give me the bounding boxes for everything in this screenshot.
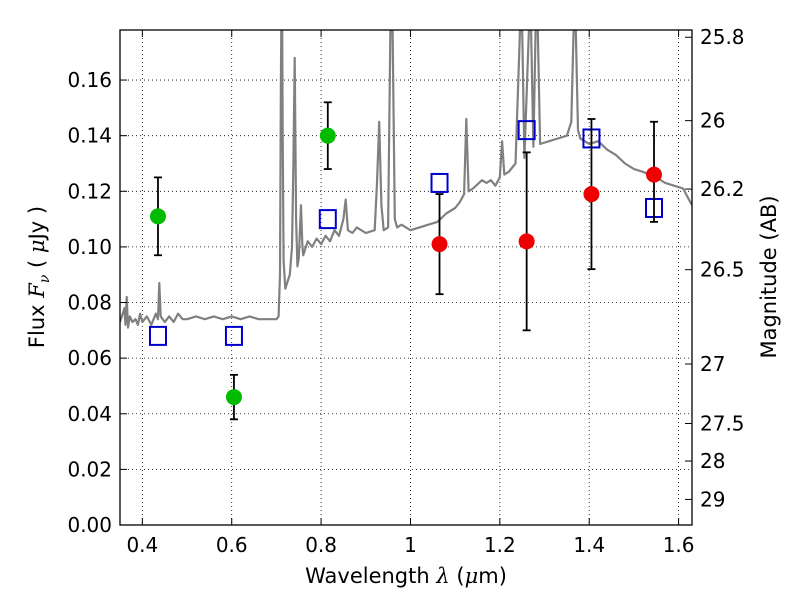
model-square-marker <box>517 120 536 141</box>
y-tick-label: 0.04 <box>67 402 112 426</box>
y2-tick-label: 29 <box>700 487 725 511</box>
data-point <box>431 236 448 253</box>
y-tick-label: 0.14 <box>67 124 112 148</box>
y2-tick-label: 26 <box>700 109 725 133</box>
grid-lines <box>120 30 692 525</box>
y2-tick-label: 25.8 <box>700 25 745 49</box>
y-axis-label: Flux Fν ( μJy ) <box>25 206 53 348</box>
y2-tick-label: 28 <box>700 449 725 473</box>
y-tick-label: 0.02 <box>67 457 112 481</box>
axis-ticks: 0.4 0.6 0.8 1 1.2 1.4 1.6 0.00 0.02 0.04 0.06 0.08 0… <box>67 25 744 557</box>
x-tick-label: 0.6 <box>216 533 248 557</box>
y-tick-label: 0.10 <box>67 235 112 259</box>
y-tick-label: 0.12 <box>67 179 112 203</box>
x-tick-label: 1.6 <box>663 533 695 557</box>
y2-tick-label: 26.5 <box>700 258 745 282</box>
data-point <box>583 186 600 203</box>
y-tick-label: 0.00 <box>67 513 112 537</box>
x-tick-label: 1.4 <box>573 533 605 557</box>
y2-tick-label: 27.5 <box>700 411 745 435</box>
plot-frame <box>119 29 693 526</box>
data-point <box>518 233 535 250</box>
x-tick-label: 1.2 <box>484 533 516 557</box>
plot-area <box>120 30 692 421</box>
model-square-marker <box>224 325 243 346</box>
y2-axis-label: Magnitude (AB) <box>757 195 781 358</box>
x-tick-label: 0.4 <box>126 533 158 557</box>
spectrum-line <box>120 30 692 329</box>
x-axis-label: Wavelength λ (μm) <box>305 564 507 588</box>
y2-tick-label: 26.2 <box>700 177 745 201</box>
y2-tick-label: 27 <box>700 352 725 376</box>
data-point <box>319 127 336 144</box>
data-point <box>149 208 166 225</box>
model-square-marker <box>430 172 449 193</box>
x-tick-label: 0.8 <box>305 533 337 557</box>
model-square-marker <box>318 209 337 230</box>
x-tick-label: 1 <box>404 533 417 557</box>
y-tick-label: 0.08 <box>67 291 112 315</box>
data-point <box>646 166 663 183</box>
y-tick-label: 0.16 <box>67 68 112 92</box>
y-tick-label: 0.06 <box>67 346 112 370</box>
data-point <box>225 389 242 406</box>
model-square-marker <box>148 325 167 346</box>
